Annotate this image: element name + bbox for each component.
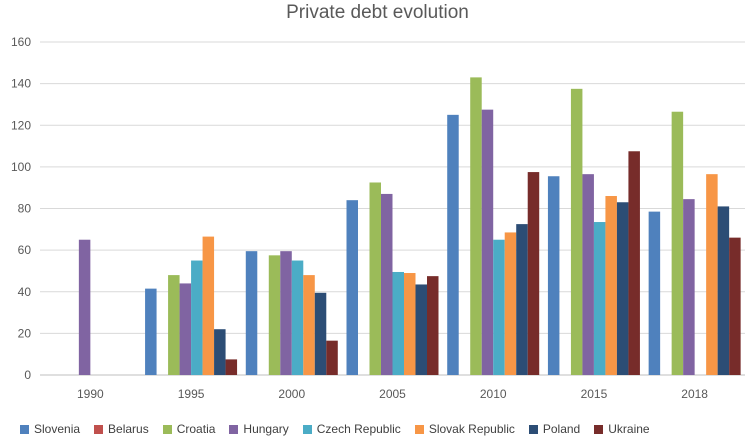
x-tick-label: 2018 (681, 387, 708, 401)
bar-slovenia-2005 (346, 200, 358, 375)
legend-item: Poland (528, 422, 581, 436)
bar-ukraine-2005 (427, 276, 439, 375)
y-tick-label: 60 (18, 243, 32, 257)
bar-poland-2005 (415, 284, 427, 375)
legend-label: Croatia (176, 422, 216, 436)
legend-swatch (20, 424, 29, 434)
bar-slovak-republic-2018 (706, 174, 718, 375)
bar-croatia-2010 (470, 77, 482, 375)
legend-item: Hungary (229, 422, 289, 436)
bar-poland-2015 (616, 202, 629, 375)
bar-slovenia-2015 (547, 176, 560, 375)
bar-croatia-1995 (168, 275, 180, 375)
bar-slovenia-2010 (447, 114, 459, 375)
y-tick-label: 80 (18, 202, 32, 216)
legend-swatch (94, 424, 104, 434)
bar-hungary-2010 (481, 109, 494, 375)
bar-poland-1995 (214, 329, 226, 375)
legend-label: Belarus (108, 422, 149, 436)
bar-ukraine-2015 (628, 151, 640, 375)
bar-poland-2018 (717, 206, 730, 375)
chart-legend: Slovenia Belarus Croatia Hungary Czech Repub… (20, 419, 750, 439)
legend-label: Slovak Republic (428, 422, 515, 436)
x-tick-label: 1990 (77, 387, 104, 401)
bar-hungary-2005 (381, 193, 393, 375)
legend-item: Czech Republic (302, 422, 401, 436)
bar-slovak-republic-1995 (202, 236, 215, 375)
bar-chart: 0 20 40 60 80 100 120 140 160 1990 1995 2000 2005 20… (11, 35, 745, 401)
y-tick-label: 120 (11, 118, 31, 132)
legend-label: Ukraine (608, 422, 650, 436)
bar-hungary-1995 (179, 283, 192, 375)
bar-poland-2010 (516, 224, 528, 375)
legend-swatch (229, 424, 239, 434)
bar-croatia-2005 (369, 182, 381, 375)
bar-slovenia-1995 (145, 288, 157, 375)
legend-item: Croatia (162, 422, 216, 436)
bar-croatia-2018 (671, 111, 684, 376)
bar-slovak-republic-2005 (404, 273, 416, 375)
legend-swatch (162, 424, 172, 434)
legend-item: Belarus (94, 422, 149, 436)
bar-slovak-republic-2015 (605, 196, 617, 375)
y-tick-label: 40 (18, 285, 32, 299)
bar-slovak-republic-2010 (504, 232, 517, 375)
bar-poland-2000 (314, 292, 327, 375)
bar-croatia-2000 (268, 255, 281, 375)
bar-czech-republic-2005 (392, 271, 404, 375)
y-tick-label: 0 (24, 368, 31, 382)
bar-slovak-republic-2000 (303, 275, 315, 375)
legend-swatch (528, 424, 538, 434)
bar-slovenia-2018 (648, 211, 661, 375)
bar-hungary-2000 (280, 251, 292, 375)
bar-czech-republic-1995 (191, 260, 203, 375)
bar-ukraine-1995 (225, 359, 238, 375)
bar-czech-republic-2010 (493, 239, 505, 375)
bar-slovenia-2000 (245, 251, 258, 375)
y-tick-label: 160 (11, 35, 31, 49)
legend-label: Slovenia (34, 422, 81, 436)
bar-czech-republic-2000 (291, 260, 304, 375)
y-tick-label: 20 (18, 326, 32, 340)
legend-swatch (302, 424, 312, 434)
legend-label: Hungary (243, 422, 289, 436)
bar-hungary-2018 (683, 199, 695, 375)
chart-title: Private debt evolution (286, 2, 469, 23)
bar-ukraine-2018 (729, 237, 741, 375)
x-tick-label: 1995 (178, 387, 205, 401)
y-tick-label: 100 (11, 160, 31, 174)
bar-croatia-2015 (570, 88, 583, 375)
legend-swatch (414, 424, 424, 434)
bar-hungary-2015 (582, 174, 594, 375)
x-tick-label: 2015 (581, 387, 608, 401)
legend-item: Slovenia (20, 422, 80, 436)
legend-item: Slovak Republic (414, 422, 515, 436)
bar-hungary-1990 (78, 239, 91, 375)
bar-ukraine-2000 (326, 340, 338, 375)
x-tick-label: 2000 (278, 387, 305, 401)
x-tick-label: 2005 (379, 387, 406, 401)
legend-label: Czech Republic (316, 422, 401, 436)
bar-ukraine-2010 (527, 172, 540, 375)
legend-label: Poland (542, 422, 581, 436)
bar-czech-republic-2015 (593, 222, 606, 375)
y-tick-label: 140 (11, 77, 31, 91)
legend-swatch (594, 424, 604, 434)
x-tick-label: 2010 (480, 387, 507, 401)
legend-item: Ukraine (594, 422, 650, 436)
